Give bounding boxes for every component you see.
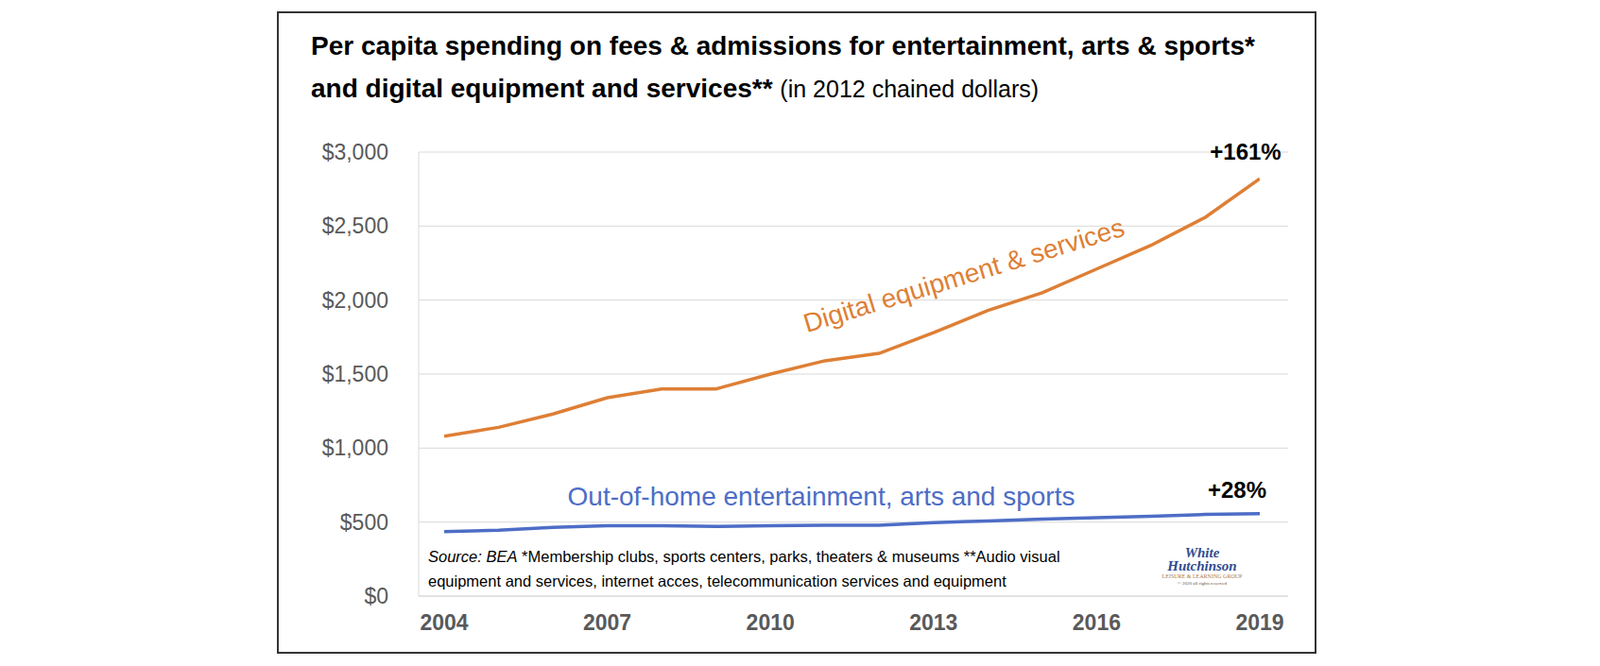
html-text:White: White — [1184, 544, 1220, 560]
html-text:equipment and services, intern: equipment and services, internet acces, … — [428, 572, 1007, 590]
html-text:© 2020 all rights reserved: © 2020 all rights reserved — [1177, 580, 1227, 586]
svg-text:$2,000: $2,000 — [322, 288, 389, 313]
html-text:+28%: +28% — [1207, 477, 1267, 503]
svg-text:2013: 2013 — [909, 610, 958, 636]
html-text:+161%: +161% — [1209, 138, 1282, 165]
html-text:Source: BEA *Membership clubs,: Source: BEA *Membership clubs, sports ce… — [428, 548, 1060, 566]
html-text:Out-of-home entertainment, art: Out-of-home entertainment, arts and spor… — [567, 481, 1076, 512]
svg-text:2010: 2010 — [746, 610, 795, 636]
svg-text:$0: $0 — [363, 584, 389, 609]
svg-text:2019: 2019 — [1235, 610, 1284, 636]
svg-text:$1,000: $1,000 — [322, 435, 389, 461]
svg-text:2004: 2004 — [419, 610, 468, 636]
svg-text:$1,500: $1,500 — [322, 361, 389, 387]
html-text:Per capita spending on fees &: Per capita spending on fees & admissions… — [310, 31, 1255, 104]
svg-text:2016: 2016 — [1072, 610, 1121, 636]
svg-text:$500: $500 — [340, 510, 389, 535]
html-text:LEISURE & LEARNING GROUP: LEISURE & LEARNING GROUP — [1162, 573, 1243, 579]
html-text:Hutchinson: Hutchinson — [1167, 558, 1237, 574]
html-text:Digital equipment & services: Digital equipment & services — [799, 212, 1128, 339]
svg-text:2007: 2007 — [583, 610, 632, 636]
svg-text:$2,500: $2,500 — [322, 213, 389, 239]
svg-text:$3,000: $3,000 — [322, 139, 389, 165]
